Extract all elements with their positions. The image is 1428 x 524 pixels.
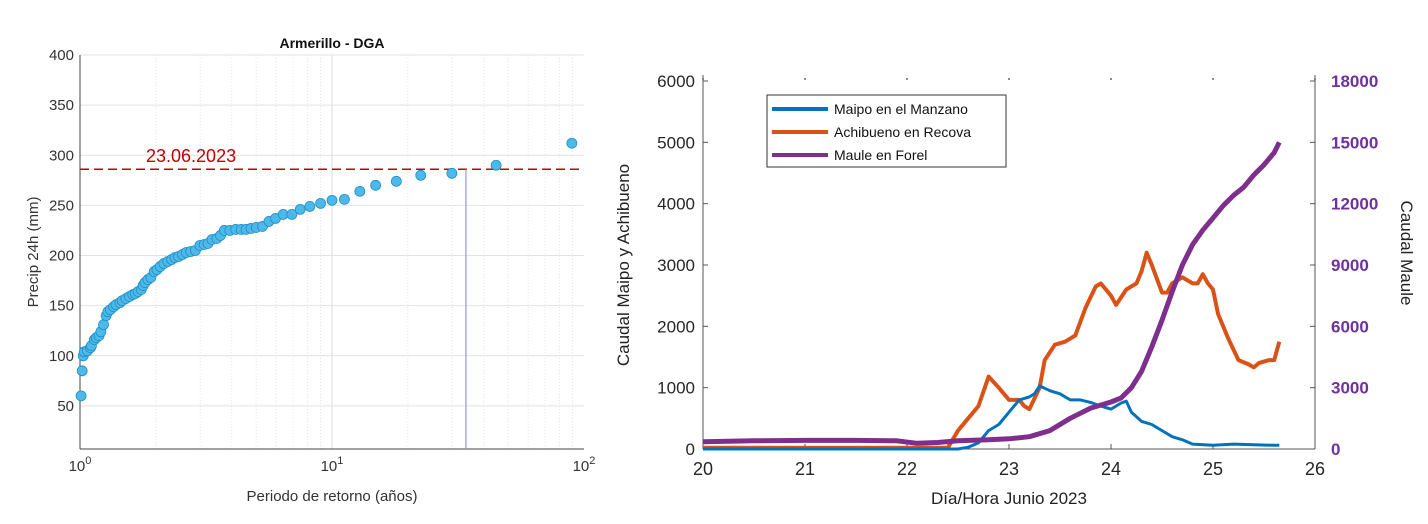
x-axis-label: Periodo de retorno (años) [247, 488, 418, 505]
data-point [294, 203, 306, 215]
series-line-achibueno-en-recova [703, 250, 1282, 450]
x-tick-label: 24 [1101, 459, 1121, 479]
return-period-chart: Armerillo - DGA 50 100 150 200 250 300 350 400 1… [25, 35, 595, 505]
data-point [76, 365, 88, 377]
x-tick-top [1110, 78, 1112, 80]
y-tick-label-right: 15000 [1331, 133, 1378, 152]
x-tick-label: 26 [1305, 459, 1325, 479]
data-point [490, 159, 502, 171]
streamflow-chart: 20 21 22 23 24 25 26 0 1000 2000 3000 4000 5000 6000 0… [614, 72, 1416, 508]
y-tick-label: 100 [49, 348, 74, 365]
data-point [286, 209, 298, 220]
event-annotation-label: 23.06.2023 [146, 146, 236, 166]
x-tick-label: 100 [69, 455, 92, 475]
y-tick-label: 50 [57, 398, 74, 415]
x-tick-top [702, 78, 704, 80]
legend-label-maule: Maule en Forel [834, 147, 927, 163]
x-axis-label: Día/Hora Junio 2023 [931, 489, 1087, 508]
y-tick-label-left: 0 [686, 440, 695, 459]
y-tick-label: 300 [49, 147, 74, 164]
y-tick-label: 150 [49, 298, 74, 315]
data-point [354, 185, 366, 197]
y-axis-label-right: Caudal Maule [1397, 201, 1416, 306]
y-tick-label-right: 9000 [1331, 256, 1369, 275]
legend: Maipo en el Manzano Achibueno en Recova … [766, 94, 1007, 168]
x-tick-label: 20 [693, 459, 713, 479]
y-tick-label-left: 5000 [657, 133, 695, 152]
data-point [304, 200, 316, 212]
series-line-maule-en-forel [702, 141, 1282, 446]
marks [75, 137, 584, 449]
y-tick-label: 350 [49, 97, 74, 114]
tick-labels: 50 100 150 200 250 300 350 400 100 101 102 [49, 47, 595, 475]
x-tick-top [1008, 78, 1010, 80]
x-tick-top [1314, 78, 1316, 80]
y-tick-label-right: 3000 [1331, 379, 1369, 398]
x-tick-label: 101 [321, 455, 344, 475]
data-point [315, 197, 326, 209]
y-tick-label-right: 0 [1331, 440, 1340, 459]
data-point [446, 167, 458, 179]
series-lines [702, 141, 1282, 451]
y-axis-label: Precip 24h (mm) [25, 197, 42, 308]
y-tick-label-left: 1000 [657, 379, 695, 398]
x-tick-label: 25 [1203, 459, 1223, 479]
y-tick-label-left: 4000 [657, 195, 695, 214]
x-tick-label: 23 [999, 459, 1019, 479]
x-tick-label: 102 [573, 455, 596, 475]
data-point [370, 179, 382, 191]
y-tick-label-right: 18000 [1331, 72, 1378, 91]
data-point [98, 319, 109, 331]
y-tick-label: 200 [49, 248, 74, 265]
data-point [326, 194, 338, 206]
data-point [566, 137, 578, 149]
x-tick-top [906, 78, 908, 80]
data-point [390, 175, 402, 187]
y-tick-label-left: 3000 [657, 256, 695, 275]
y-tick-label-right: 6000 [1331, 317, 1369, 336]
y-tick-label-left: 2000 [657, 317, 695, 336]
axes: 20 21 22 23 24 25 26 0 1000 2000 3000 4000 5000 6000 0… [657, 72, 1378, 479]
y-axis-label-left: Caudal Maipo y Achibueno [614, 164, 633, 366]
data-point [339, 193, 350, 205]
x-tick-label: 22 [897, 459, 917, 479]
y-tick-label: 250 [49, 197, 74, 214]
x-tick-top [1212, 78, 1214, 80]
chart-title: Armerillo - DGA [279, 35, 384, 51]
y-tick-label-left: 6000 [657, 72, 695, 91]
data-point [415, 169, 427, 181]
x-tick-top [804, 78, 806, 80]
grid [79, 54, 584, 450]
y-tick-label: 400 [49, 47, 74, 64]
data-point [75, 390, 87, 402]
y-tick-label-right: 12000 [1331, 195, 1378, 214]
x-tick-label: 21 [795, 459, 815, 479]
legend-label-achibueno: Achibueno en Recova [834, 124, 971, 140]
legend-label-maipo: Maipo en el Manzano [834, 101, 968, 117]
